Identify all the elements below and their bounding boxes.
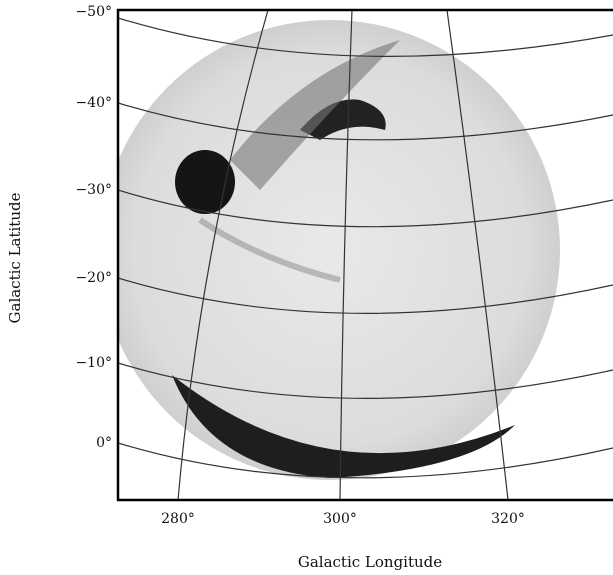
x-tick-label: 280° [161, 511, 195, 527]
y-ticks: −50° −40° −30° −20° −10° 0° [75, 4, 112, 451]
x-ticks: 280° 300° 320° [161, 511, 525, 527]
y-axis-label: Galactic Latitude [6, 192, 24, 323]
sky-map: −50° −40° −30° −20° −10° 0° 280° 300° 32… [0, 0, 613, 575]
y-tick-label: −50° [75, 4, 112, 20]
y-tick-label: −10° [75, 355, 112, 371]
y-tick-label: −30° [75, 182, 112, 198]
x-tick-label: 300° [323, 511, 357, 527]
map-area [100, 0, 613, 500]
y-tick-label: 0° [96, 435, 112, 451]
x-axis-label: Galactic Longitude [298, 553, 442, 571]
x-tick-label: 320° [491, 511, 525, 527]
y-tick-label: −20° [75, 270, 112, 286]
y-tick-label: −40° [75, 95, 112, 111]
